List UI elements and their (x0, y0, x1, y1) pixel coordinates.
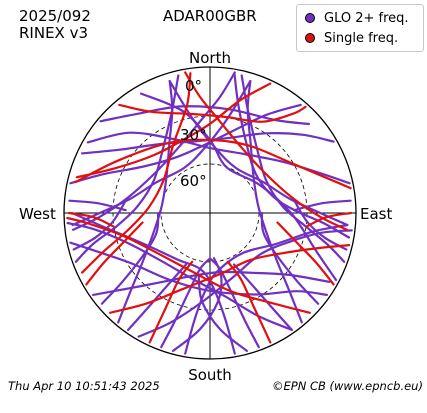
multi-freq-track-13 (184, 223, 349, 355)
multi-freq-track-36 (172, 257, 223, 352)
multi-freq-track-19 (168, 80, 349, 227)
multi-freq-track-25 (232, 263, 293, 331)
multi-freq-track-33 (293, 199, 352, 212)
multi-freq-track-32 (68, 199, 127, 212)
multi-freq-track-8 (92, 270, 331, 296)
west-label: West (19, 205, 56, 223)
legend-multi-freq-label: GLO 2+ freq. (324, 10, 409, 26)
legend-item-multi-freq: GLO 2+ freq. (305, 9, 409, 27)
single-freq-track-40 (118, 103, 307, 123)
satellite-tracks (66, 71, 353, 355)
multi-freq-track-20 (160, 257, 212, 349)
multi-freq-track-17 (233, 72, 351, 239)
east-label: East (360, 205, 392, 223)
single-freq-track-10 (66, 216, 311, 314)
legend-item-single-freq: Single freq. (305, 29, 398, 47)
single-freq-track-2 (74, 138, 352, 190)
legend-single-freq-label: Single freq. (324, 30, 399, 46)
single-freq-track-34 (67, 211, 115, 228)
horizon-ring (63, 66, 357, 360)
multi-freq-track-3 (69, 103, 302, 185)
multi-freq-track-1 (86, 131, 351, 185)
multi-freq-track-39 (246, 80, 303, 324)
single-freq-track-7 (109, 244, 351, 314)
multi-freq-track-37 (197, 275, 248, 352)
station-title: ADAR00GBR (163, 7, 257, 25)
rinex-version-label: RINEX v3 (19, 24, 89, 42)
date-label: 2025/092 (19, 7, 91, 25)
single-freq-track-35 (305, 211, 353, 228)
single-freq-track-22 (148, 260, 194, 344)
multi-freq-track-9 (66, 221, 293, 331)
legend-multi-freq-marker (305, 13, 315, 23)
legend-single-freq-marker (305, 33, 315, 43)
single-freq-track-42 (184, 71, 348, 231)
ring-label-30: 30° (180, 126, 207, 144)
multi-freq-track-24 (127, 263, 188, 331)
legend: GLO 2+ freq. Single freq. (296, 4, 424, 52)
ring-label-0: 0° (185, 77, 202, 95)
single-freq-track-29 (276, 221, 335, 286)
single-freq-track-23 (226, 260, 272, 344)
ring-label-60: 60° (180, 172, 207, 190)
north-label: North (189, 49, 231, 67)
multi-freq-track-26 (100, 211, 160, 305)
multi-freq-track-43 (72, 71, 236, 231)
south-label: South (188, 366, 232, 384)
multi-freq-track-18 (71, 80, 252, 227)
generated-time: Thu Apr 10 10:51:43 2025 (8, 379, 160, 393)
single-freq-track-28 (85, 221, 144, 286)
single-freq-track-15 (81, 72, 192, 274)
single-freq-track-4 (75, 82, 272, 179)
credit-text: ©EPN CB (www.epncb.eu) (272, 379, 423, 393)
multi-freq-track-41 (99, 105, 310, 126)
multi-freq-track-38 (117, 80, 174, 324)
